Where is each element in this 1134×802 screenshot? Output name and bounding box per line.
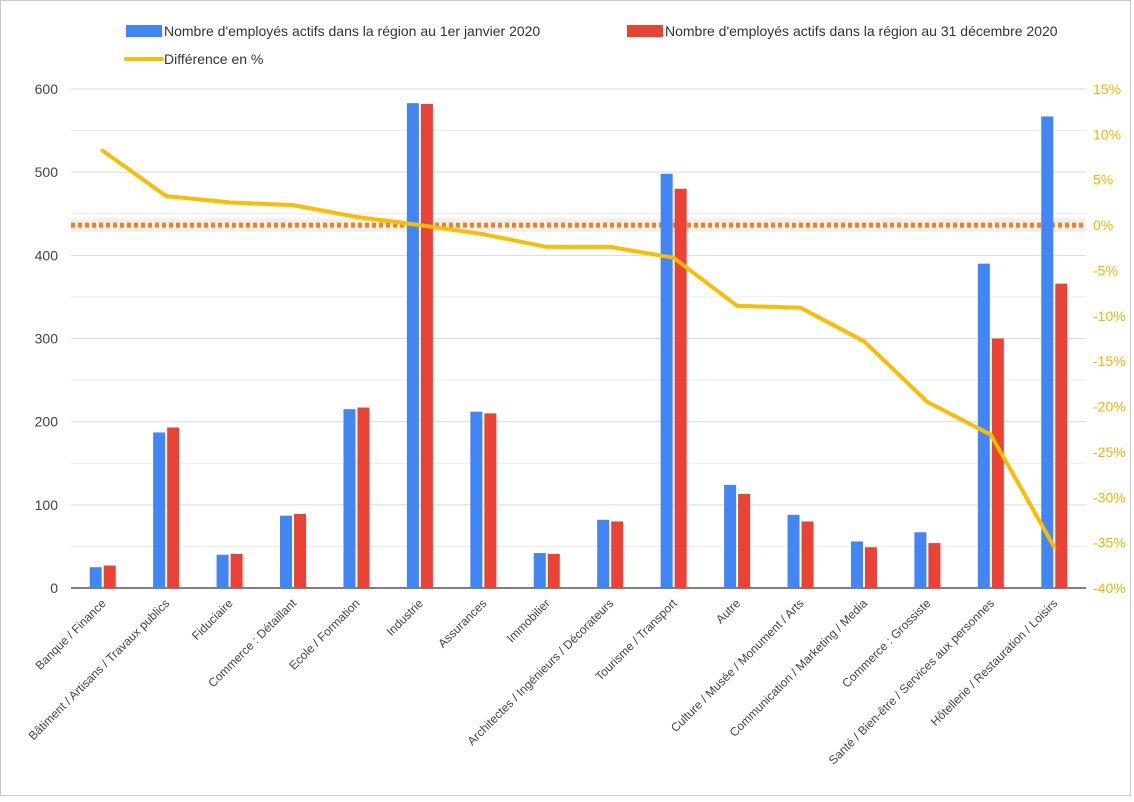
bar-jan-2020 [1041, 116, 1054, 588]
bar-dec-2020 [864, 547, 877, 588]
y-left-tick-label: 500 [35, 164, 59, 180]
bar-dec-2020 [230, 553, 243, 588]
category-label: Culture / Musée / Monument / Arts [668, 596, 807, 735]
bar-dec-2020 [357, 407, 370, 588]
bar-dec-2020 [1055, 283, 1068, 588]
bar-jan-2020 [724, 484, 737, 588]
y-left-tick-label: 400 [35, 247, 59, 263]
bar-dec-2020 [738, 494, 751, 588]
y-right-tick-label: -5% [1093, 262, 1118, 278]
y-right-tick-label: -35% [1093, 535, 1126, 551]
bar-jan-2020 [660, 173, 673, 588]
legend-swatch [126, 25, 162, 37]
bar-dec-2020 [928, 543, 941, 588]
bars-group [89, 103, 1068, 589]
legend-label: Différence en % [164, 51, 263, 67]
right-axis-ticks: -40% -35% -30% -25% -20% -15% -10% -5% 0% 5% 10% 15… [1093, 81, 1126, 596]
category-label: Ecole / Formation [286, 596, 362, 672]
y-right-tick-label: 10% [1093, 126, 1121, 142]
legend-swatch [627, 25, 663, 37]
difference-line [100, 148, 1057, 550]
bar-jan-2020 [914, 532, 927, 588]
bar-jan-2020 [977, 263, 990, 588]
bar-jan-2020 [470, 411, 483, 588]
category-label: Assurances [435, 596, 489, 650]
bar-jan-2020 [89, 567, 102, 588]
bar-jan-2020 [533, 553, 546, 588]
y-left-tick-label: 100 [35, 497, 59, 513]
y-right-tick-label: -10% [1093, 308, 1126, 324]
bar-jan-2020 [787, 514, 800, 588]
bar-dec-2020 [801, 521, 814, 588]
bar-dec-2020 [611, 521, 624, 588]
bar-jan-2020 [216, 554, 229, 588]
reference-line-group [71, 218, 1086, 233]
left-axis-ticks: 0 100 200 300 400 500 600 [35, 81, 59, 596]
bar-dec-2020 [484, 413, 497, 588]
y-right-tick-label: -20% [1093, 399, 1126, 415]
gridlines [71, 88, 1086, 589]
y-left-tick-label: 200 [35, 414, 59, 430]
category-label: Fiduciaire [189, 596, 236, 643]
y-left-tick-label: 300 [35, 331, 59, 347]
bar-dec-2020 [167, 427, 180, 588]
y-right-tick-label: -40% [1093, 580, 1126, 596]
bar-dec-2020 [674, 188, 687, 589]
category-label: Industrie [384, 596, 427, 639]
category-label: Hôtellerie / Restauration / Loisirs [928, 596, 1061, 729]
legend-label: Nombre d'employés actifs dans la région … [665, 23, 1058, 39]
y-right-tick-label: 15% [1093, 81, 1121, 97]
bar-dec-2020 [294, 513, 307, 588]
bar-jan-2020 [153, 432, 166, 588]
y-right-tick-label: -30% [1093, 489, 1126, 505]
category-label: Immobilier [504, 596, 553, 645]
bar-jan-2020 [406, 103, 419, 588]
bar-dec-2020 [420, 103, 433, 588]
category-label: Bâtiment / Artisans / Travaux publics [26, 596, 173, 743]
y-right-tick-label: 0% [1093, 217, 1113, 233]
category-label: Communication / Marketing / Media [727, 596, 871, 740]
bar-dec-2020 [547, 553, 560, 588]
y-right-tick-label: 5% [1093, 172, 1113, 188]
y-left-tick-label: 0 [50, 580, 58, 596]
legend: Nombre d'employés actifs dans la région … [124, 23, 1058, 67]
bar-jan-2020 [343, 409, 356, 588]
bar-jan-2020 [280, 515, 293, 588]
y-right-tick-label: -15% [1093, 353, 1126, 369]
bar-jan-2020 [850, 541, 863, 588]
difference-line-group [100, 148, 1057, 550]
bar-dec-2020 [103, 565, 116, 588]
legend-label: Nombre d'employés actifs dans la région … [164, 23, 540, 39]
y-left-tick-label: 600 [35, 81, 59, 97]
bar-jan-2020 [597, 519, 610, 588]
y-right-tick-label: -25% [1093, 444, 1126, 460]
category-label: Autre [713, 596, 743, 626]
bar-dec-2020 [991, 338, 1004, 588]
